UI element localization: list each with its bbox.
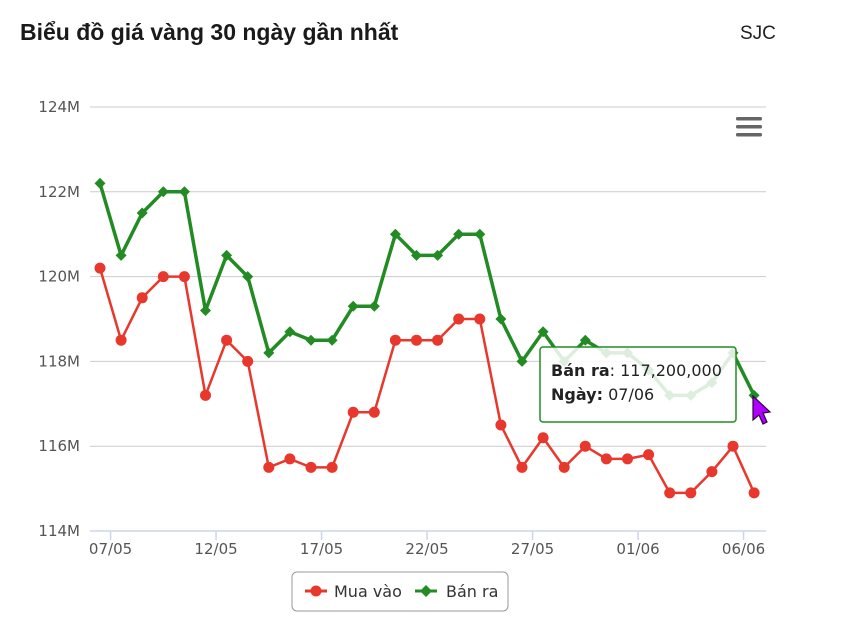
data-point[interactable] bbox=[221, 249, 233, 261]
y-tick-label: 114M bbox=[38, 522, 80, 540]
data-point[interactable] bbox=[748, 389, 760, 401]
y-tick-label: 116M bbox=[38, 437, 80, 455]
data-point[interactable] bbox=[579, 334, 591, 346]
data-point[interactable] bbox=[453, 313, 465, 325]
data-point[interactable] bbox=[157, 271, 169, 283]
data-point[interactable] bbox=[622, 453, 633, 465]
legend-item-mua-vao[interactable]: Mua vào bbox=[305, 582, 402, 601]
series-layer bbox=[94, 177, 760, 499]
tooltip-date-label: Ngày: bbox=[551, 385, 603, 404]
data-point[interactable] bbox=[537, 326, 549, 338]
data-point[interactable] bbox=[453, 228, 465, 240]
data-point[interactable] bbox=[284, 326, 296, 338]
data-point[interactable] bbox=[516, 461, 528, 473]
data-point[interactable] bbox=[263, 347, 275, 359]
legend-label-ban-ra: Bán ra bbox=[446, 582, 498, 601]
data-point[interactable] bbox=[579, 440, 591, 452]
data-point[interactable] bbox=[368, 406, 380, 418]
legend-label-mua-vao: Mua vào bbox=[334, 582, 402, 601]
data-point[interactable] bbox=[200, 305, 211, 317]
x-tick-label: 01/06 bbox=[616, 540, 659, 558]
data-point[interactable] bbox=[221, 334, 233, 346]
y-tick-label: 124M bbox=[38, 98, 80, 116]
tooltip-date-value: 07/06 bbox=[608, 385, 654, 404]
data-point[interactable] bbox=[200, 389, 211, 401]
data-point[interactable] bbox=[242, 271, 254, 283]
y-axis: 114M 116M 118M 120M 122M 124M bbox=[38, 98, 80, 540]
data-point[interactable] bbox=[263, 461, 275, 473]
data-point[interactable] bbox=[432, 249, 444, 261]
data-point[interactable] bbox=[495, 313, 507, 325]
x-tick-label: 27/05 bbox=[511, 540, 554, 558]
source-label: SJC bbox=[740, 23, 776, 44]
data-point[interactable] bbox=[305, 334, 317, 346]
tooltip-price-label: Bán ra bbox=[551, 361, 610, 380]
mouse-pointer-icon bbox=[752, 394, 772, 425]
x-tick-label: 12/05 bbox=[194, 540, 237, 558]
data-point[interactable] bbox=[368, 300, 380, 312]
data-point[interactable] bbox=[178, 271, 190, 283]
series-mua-vao bbox=[94, 262, 760, 499]
tooltip: Bán ra: 117,200,000 Ngày: 07/06 bbox=[539, 346, 737, 423]
data-point[interactable] bbox=[157, 186, 169, 198]
svg-text:Ngày: 07/06: Ngày: 07/06 bbox=[551, 385, 654, 404]
data-point[interactable] bbox=[115, 334, 127, 346]
data-point[interactable] bbox=[411, 334, 422, 346]
x-tick-label: 17/05 bbox=[300, 540, 343, 558]
data-point[interactable] bbox=[748, 487, 760, 499]
data-point[interactable] bbox=[474, 228, 486, 240]
x-tick-label: 22/05 bbox=[405, 540, 448, 558]
data-point[interactable] bbox=[537, 432, 549, 444]
data-point[interactable] bbox=[389, 228, 401, 240]
legend-item-ban-ra[interactable]: Bán ra bbox=[415, 582, 498, 601]
data-point[interactable] bbox=[178, 186, 190, 198]
data-point[interactable] bbox=[474, 313, 486, 325]
data-point[interactable] bbox=[136, 292, 148, 304]
x-tick-label: 07/05 bbox=[89, 540, 132, 558]
y-tick-label: 118M bbox=[38, 352, 80, 370]
data-point[interactable] bbox=[411, 249, 422, 261]
y-tick-label: 122M bbox=[38, 183, 80, 201]
legend[interactable]: Mua vào Bán ra bbox=[291, 571, 509, 612]
data-point[interactable] bbox=[389, 334, 401, 346]
data-point[interactable] bbox=[495, 419, 507, 431]
svg-text:Bán ra: 117,200,000: Bán ra: 117,200,000 bbox=[551, 361, 722, 380]
data-point[interactable] bbox=[242, 355, 254, 367]
data-point[interactable] bbox=[643, 449, 655, 461]
data-point[interactable] bbox=[347, 300, 359, 312]
tooltip-price-value: 117,200,000 bbox=[620, 361, 722, 380]
data-point[interactable] bbox=[727, 440, 739, 452]
data-point[interactable] bbox=[326, 334, 338, 346]
data-point[interactable] bbox=[347, 406, 359, 418]
chart-title: Biểu đồ giá vàng 30 ngày gần nhất bbox=[20, 19, 399, 45]
data-point[interactable] bbox=[94, 177, 106, 189]
data-point[interactable] bbox=[432, 334, 444, 346]
data-point[interactable] bbox=[558, 461, 570, 473]
data-point[interactable] bbox=[115, 249, 127, 261]
data-point[interactable] bbox=[284, 453, 296, 465]
data-point[interactable] bbox=[94, 262, 106, 274]
x-axis: 07/05 12/05 17/05 22/05 27/05 01/06 06/06 bbox=[89, 530, 766, 558]
data-point[interactable] bbox=[305, 461, 317, 473]
data-point[interactable] bbox=[600, 453, 612, 465]
data-point[interactable] bbox=[685, 487, 697, 499]
data-point[interactable] bbox=[326, 461, 338, 473]
data-point[interactable] bbox=[516, 355, 528, 367]
x-tick-label: 06/06 bbox=[722, 540, 765, 558]
y-tick-label: 120M bbox=[38, 268, 80, 286]
data-point[interactable] bbox=[136, 207, 148, 219]
data-point[interactable] bbox=[706, 466, 718, 478]
data-point[interactable] bbox=[664, 487, 676, 499]
menu-icon[interactable] bbox=[736, 117, 762, 137]
